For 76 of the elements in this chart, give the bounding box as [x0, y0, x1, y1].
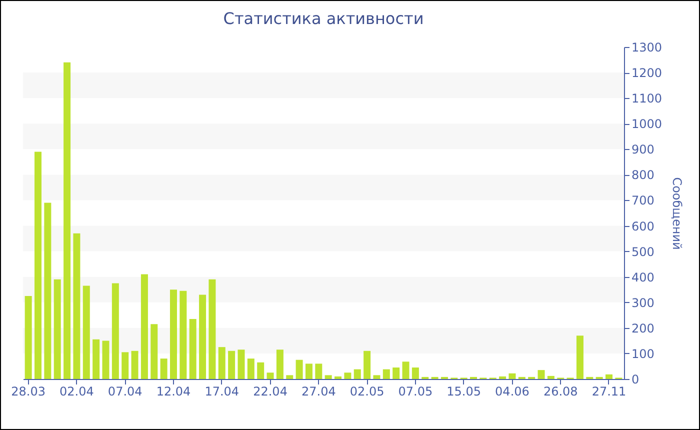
bar [180, 290, 187, 379]
y-tick-label: 600 [632, 219, 654, 234]
y-tick-label: 100 [632, 346, 654, 361]
bar [102, 340, 110, 379]
y-tick-label: 300 [632, 296, 654, 310]
bar [199, 294, 206, 379]
bar [238, 350, 245, 379]
x-tick-label: 07.04 [108, 384, 142, 398]
bar [412, 368, 419, 379]
bar [373, 375, 380, 379]
bar [150, 324, 158, 379]
bar [44, 202, 52, 379]
bar [547, 376, 554, 379]
bar [364, 350, 371, 379]
bar [305, 364, 312, 379]
x-tick-label: 26.08 [543, 384, 578, 398]
y-tick-label: 500 [632, 244, 654, 259]
bar [73, 233, 80, 379]
bar [54, 279, 61, 379]
y-axis-title: Сообщений [670, 177, 684, 250]
y-tick-label: 1200 [632, 66, 662, 80]
x-tick-label: 07.05 [398, 384, 433, 398]
bar [189, 318, 196, 379]
bar [122, 352, 129, 379]
bar [92, 339, 100, 379]
x-tick-label: 12.04 [156, 384, 191, 398]
chart-title: Статистика активности [223, 9, 424, 28]
x-tick-label: 02.04 [60, 384, 94, 398]
bar [82, 286, 90, 379]
bar [606, 374, 612, 379]
x-tick-label: 27.11 [592, 384, 626, 398]
bar [208, 279, 216, 379]
bar [266, 372, 274, 379]
y-tick-label: 1100 [632, 92, 662, 106]
bar [276, 350, 284, 379]
bar [112, 283, 119, 379]
bar [315, 364, 322, 379]
x-tick-label: 15.05 [446, 384, 482, 398]
y-tick-label: 700 [632, 194, 654, 208]
bar [64, 62, 71, 379]
bar [296, 360, 303, 379]
bar [382, 369, 390, 379]
y-tick-label: 200 [632, 321, 654, 336]
bar [247, 358, 254, 379]
x-tick-label: 27.04 [301, 384, 336, 398]
y-tick-label: 1300 [632, 40, 662, 54]
bar [24, 296, 32, 379]
x-tick-label: 02.05 [350, 384, 384, 398]
y-tick-label: 1000 [632, 117, 662, 132]
x-tick-label: 28.03 [11, 384, 46, 398]
x-tick-label: 04.06 [495, 384, 530, 398]
bar [131, 350, 138, 379]
y-tick-label: 400 [632, 270, 654, 284]
y-tick-label: 900 [632, 142, 654, 157]
bar [160, 358, 168, 379]
bar [334, 376, 342, 379]
x-tick-label: 17.04 [204, 384, 240, 398]
bar [286, 375, 294, 379]
bar [402, 362, 410, 379]
bar [508, 373, 516, 379]
bar [324, 375, 332, 379]
bar [499, 376, 506, 379]
bar [140, 274, 148, 379]
bar [344, 372, 352, 379]
bar [354, 369, 361, 379]
bar [538, 370, 545, 379]
x-tick-label: 22.04 [253, 384, 288, 398]
bar [576, 336, 584, 379]
y-tick-label: 800 [632, 168, 654, 182]
bar [170, 290, 177, 379]
y-tick-label: 0 [632, 372, 640, 386]
bar [392, 368, 400, 379]
bar [228, 350, 236, 379]
bar [34, 152, 42, 379]
bar [218, 347, 226, 379]
bar [257, 362, 264, 379]
